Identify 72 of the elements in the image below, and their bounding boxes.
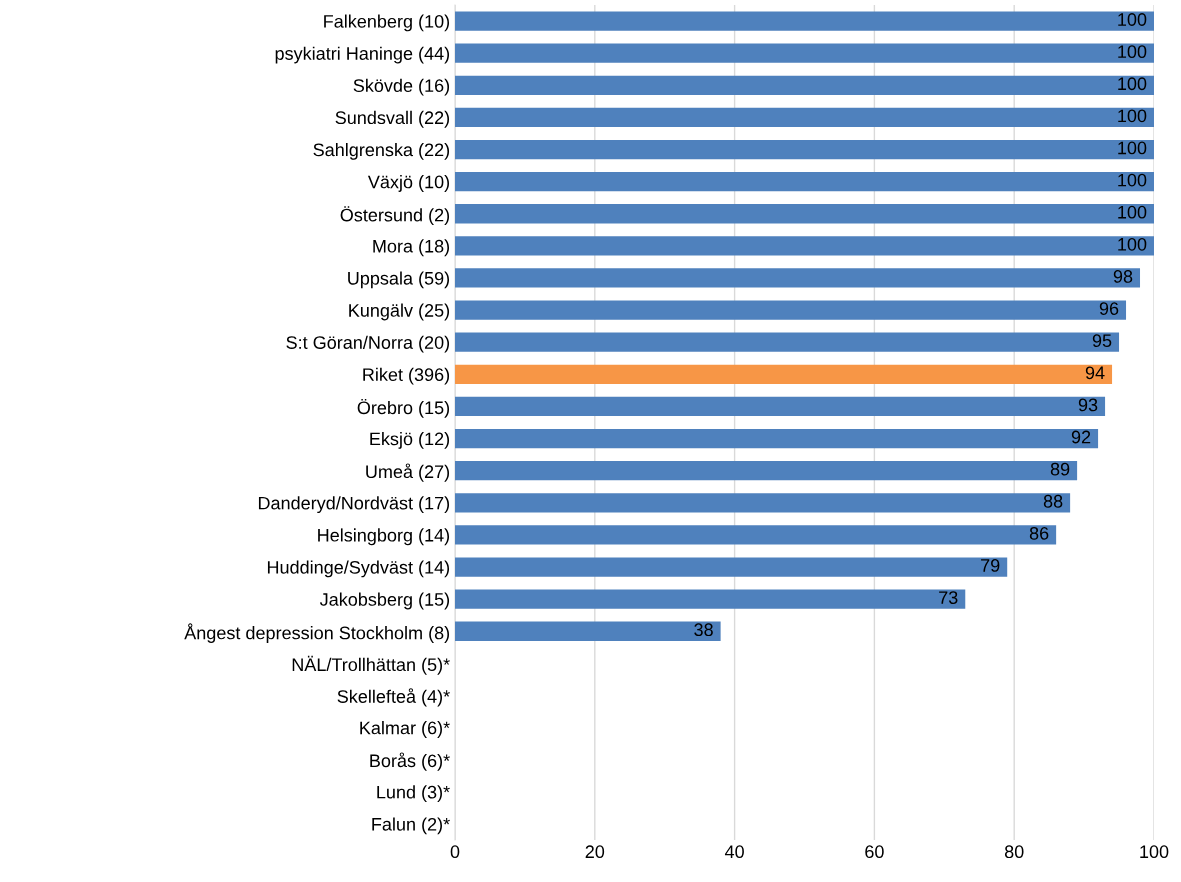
y-tick-label: Falun (2)*	[372, 817, 450, 835]
y-tick-label: Lund (3)*	[377, 785, 450, 803]
bar	[455, 428, 1099, 449]
x-tick-label: 20	[585, 845, 605, 859]
y-tick-label: Danderyd/Nordväst (17)	[258, 496, 450, 514]
data-label: 96	[1099, 302, 1119, 315]
data-label: 100	[1118, 141, 1147, 155]
x-tick-label: 100	[1140, 845, 1169, 859]
data-label: 88	[1043, 494, 1063, 508]
bar	[455, 396, 1106, 417]
data-label: 100	[1118, 237, 1147, 251]
y-tick-label: Mora (18)	[373, 239, 450, 257]
data-label: 94	[1085, 366, 1105, 380]
y-tick-label: S:t Göran/Norra (20)	[286, 335, 450, 353]
y-tick-label: Sahlgrenska (22)	[313, 142, 450, 160]
bar	[455, 364, 1113, 384]
y-tick-label: Borås (6)*	[370, 752, 450, 771]
bar	[455, 107, 1154, 128]
data-label: 100	[1118, 205, 1147, 219]
y-tick-label: Umeå (27)	[366, 463, 450, 482]
bar	[455, 75, 1154, 95]
x-tick-label: 80	[1004, 845, 1024, 859]
y-tick-label: Ångest depression Stockholm (8)	[184, 623, 450, 643]
y-tick-label: Örebro (15)	[357, 398, 450, 418]
y-tick-label: Östersund (2)	[340, 206, 450, 226]
y-tick-label: Kalmar (6)*	[360, 721, 450, 738]
y-tick-label: Växjö (10)	[367, 175, 450, 192]
bar	[455, 557, 1008, 577]
bar	[455, 236, 1154, 256]
x-tick-label: 0	[450, 845, 460, 859]
data-label: 38	[694, 623, 713, 637]
data-label: 100	[1118, 109, 1147, 123]
data-label: 89	[1050, 462, 1070, 476]
y-tick-label: Falkenberg (10)	[324, 14, 450, 32]
y-tick-label: Riket (396)	[363, 367, 450, 385]
y-tick-label: Skövde (16)	[353, 78, 450, 96]
y-tick-label: Uppsala (59)	[348, 271, 450, 289]
y-tick-label: NÄL/Trollhättan (5)*	[292, 655, 450, 675]
bar	[455, 204, 1154, 224]
bar	[455, 589, 966, 609]
data-label: 93	[1078, 398, 1098, 412]
x-tick-label: 60	[865, 845, 884, 859]
y-tick-label: Helsingborg (14)	[318, 528, 450, 546]
data-label: 98	[1113, 270, 1133, 283]
data-label: 92	[1071, 430, 1091, 444]
bar	[455, 139, 1154, 160]
bar	[455, 461, 1078, 481]
x-tick-label: 40	[724, 845, 744, 859]
y-tick-label: Sundsvall (22)	[335, 110, 450, 128]
bar	[455, 172, 1154, 192]
y-tick-label: psykiatri Haninge (44)	[275, 46, 450, 64]
bar	[455, 621, 721, 641]
data-label: 100	[1118, 173, 1147, 187]
data-label: 86	[1029, 526, 1049, 540]
bar	[455, 493, 1071, 513]
bar	[455, 525, 1057, 545]
bar	[455, 300, 1127, 320]
data-label: 79	[981, 559, 1000, 572]
y-tick-label: Skellefteå (4)*	[337, 688, 450, 707]
data-label: 100	[1118, 77, 1147, 91]
bar	[455, 268, 1141, 288]
data-label: 73	[939, 591, 958, 604]
bar	[455, 332, 1120, 352]
bar	[455, 11, 1154, 31]
y-tick-label: Kungälv (25)	[349, 303, 450, 321]
y-tick-label: Jakobsberg (15)	[319, 592, 450, 610]
y-tick-label: Eksjö (12)	[370, 432, 450, 449]
data-label: 100	[1118, 13, 1147, 26]
y-tick-label: Huddinge/Sydväst (14)	[267, 560, 450, 578]
data-label: 100	[1118, 45, 1147, 59]
bar	[455, 43, 1154, 63]
data-label: 95	[1092, 334, 1112, 348]
